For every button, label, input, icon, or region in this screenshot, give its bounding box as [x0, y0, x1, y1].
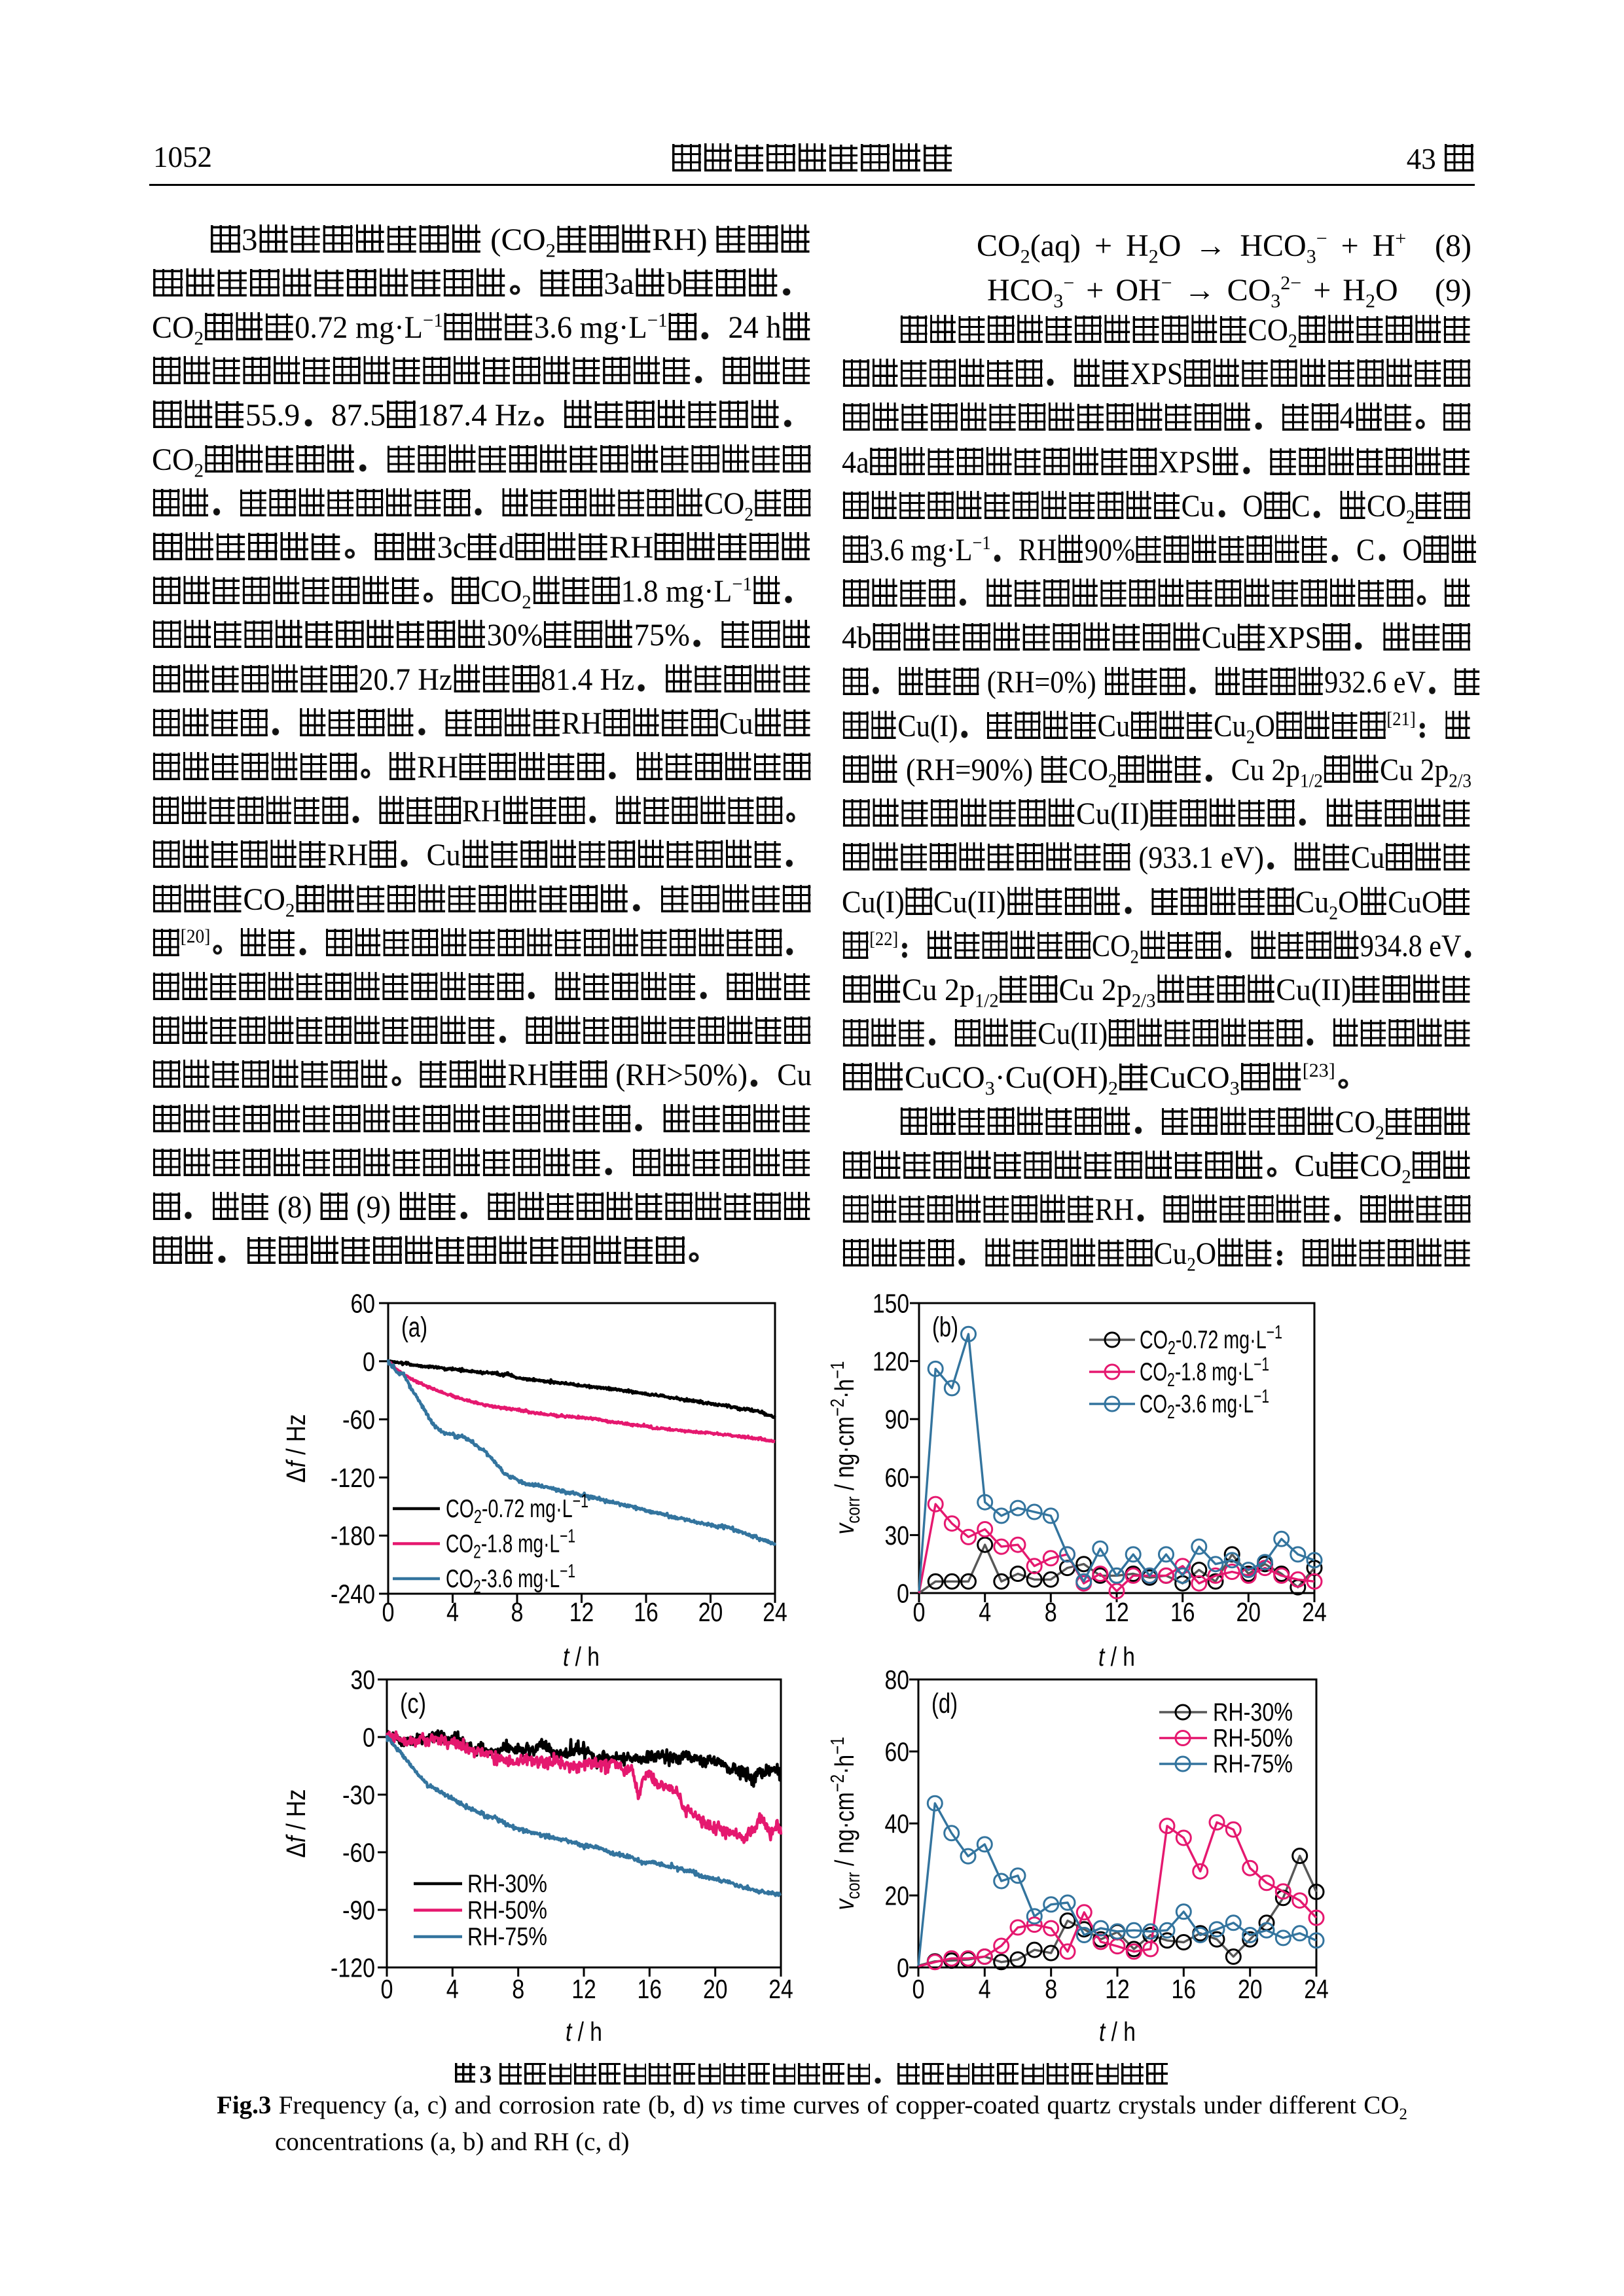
- svg-text:60: 60: [885, 1737, 910, 1767]
- svg-text:16: 16: [638, 1974, 662, 2004]
- svg-text:30: 30: [351, 1665, 376, 1695]
- svg-text:(b): (b): [932, 1312, 958, 1343]
- svg-text:80: 80: [885, 1665, 910, 1695]
- svg-text:t / h: t / h: [1098, 1641, 1135, 1672]
- svg-text:8: 8: [512, 1974, 524, 2004]
- svg-text:16: 16: [634, 1597, 659, 1627]
- svg-text:40: 40: [885, 1809, 910, 1839]
- svg-text:20: 20: [703, 1974, 728, 2004]
- svg-text:12: 12: [1105, 1974, 1130, 2004]
- svg-text:20: 20: [1236, 1597, 1261, 1627]
- svg-text:12: 12: [571, 1974, 596, 2004]
- svg-text:120: 120: [873, 1346, 909, 1376]
- svg-text:-120: -120: [331, 1463, 375, 1493]
- svg-text:RH-30%: RH-30%: [1213, 1698, 1293, 1727]
- svg-text:vcorr / ng·cm−2·h−1: vcorr / ng·cm−2·h−1: [827, 1361, 864, 1535]
- svg-text:150: 150: [873, 1289, 909, 1319]
- svg-text:-240: -240: [331, 1579, 375, 1609]
- svg-text:-60: -60: [342, 1405, 375, 1435]
- svg-text:12: 12: [569, 1597, 594, 1627]
- svg-text:-90: -90: [342, 1895, 375, 1926]
- svg-text:-180: -180: [331, 1521, 375, 1551]
- svg-text:0: 0: [381, 1974, 393, 2004]
- svg-text:24: 24: [768, 1974, 793, 2004]
- svg-text:20: 20: [1238, 1974, 1263, 2004]
- svg-text:CO2-1.8 mg·L−1: CO2-1.8 mg·L−1: [1140, 1354, 1269, 1391]
- svg-text:12: 12: [1104, 1597, 1129, 1627]
- svg-text:16: 16: [1172, 1974, 1197, 2004]
- svg-text:-60: -60: [342, 1838, 375, 1868]
- svg-text:8: 8: [1045, 1597, 1057, 1627]
- svg-text:8: 8: [1045, 1974, 1057, 2004]
- svg-text:CO2-3.6 mg·L−1: CO2-3.6 mg·L−1: [446, 1561, 575, 1598]
- svg-text:CO2-3.6 mg·L−1: CO2-3.6 mg·L−1: [1140, 1386, 1269, 1423]
- svg-text:24: 24: [1302, 1597, 1327, 1627]
- svg-text:8: 8: [511, 1597, 524, 1627]
- svg-text:4: 4: [979, 1974, 991, 2004]
- svg-text:Δf / Hz: Δf / Hz: [281, 1414, 311, 1483]
- svg-text:0: 0: [363, 1723, 375, 1753]
- svg-text:24: 24: [763, 1597, 787, 1627]
- svg-text:RH-50%: RH-50%: [1213, 1725, 1293, 1753]
- svg-text:CO2-0.72 mg·L−1: CO2-0.72 mg·L−1: [1140, 1322, 1282, 1359]
- svg-text:30: 30: [885, 1520, 910, 1551]
- svg-text:RH-50%: RH-50%: [467, 1897, 547, 1925]
- svg-text:4: 4: [446, 1974, 459, 2004]
- svg-text:60: 60: [885, 1462, 910, 1492]
- svg-text:-120: -120: [331, 1953, 375, 1983]
- svg-text:20: 20: [885, 1881, 910, 1911]
- svg-text:(c): (c): [400, 1688, 426, 1719]
- svg-text:Δf / Hz: Δf / Hz: [281, 1789, 311, 1858]
- svg-text:4: 4: [979, 1597, 991, 1627]
- svg-text:t / h: t / h: [563, 1641, 600, 1672]
- svg-text:(a): (a): [401, 1312, 427, 1343]
- svg-text:CO2-1.8 mg·L−1: CO2-1.8 mg·L−1: [446, 1526, 575, 1563]
- svg-text:90: 90: [885, 1405, 910, 1435]
- svg-text:20: 20: [698, 1597, 723, 1627]
- svg-text:RH-75%: RH-75%: [1213, 1750, 1293, 1778]
- svg-text:0: 0: [912, 1974, 925, 2004]
- svg-text:-30: -30: [342, 1780, 375, 1810]
- svg-text:t / h: t / h: [566, 2017, 602, 2047]
- svg-text:0: 0: [382, 1597, 395, 1627]
- svg-text:0: 0: [913, 1597, 926, 1627]
- svg-text:RH-75%: RH-75%: [467, 1923, 547, 1951]
- svg-text:CO2-0.72 mg·L−1: CO2-0.72 mg·L−1: [446, 1491, 588, 1528]
- svg-text:RH-30%: RH-30%: [467, 1870, 547, 1898]
- svg-text:(d): (d): [931, 1688, 958, 1719]
- svg-text:60: 60: [351, 1289, 376, 1319]
- svg-text:16: 16: [1170, 1597, 1195, 1627]
- svg-text:t / h: t / h: [1099, 2017, 1136, 2047]
- svg-text:0: 0: [897, 1953, 909, 1983]
- svg-text:0: 0: [363, 1346, 375, 1376]
- svg-text:4: 4: [446, 1597, 459, 1627]
- svg-text:vcorr / ng·cm−2·h−1: vcorr / ng·cm−2·h−1: [827, 1737, 864, 1910]
- svg-text:0: 0: [897, 1579, 909, 1609]
- svg-text:24: 24: [1304, 1974, 1329, 2004]
